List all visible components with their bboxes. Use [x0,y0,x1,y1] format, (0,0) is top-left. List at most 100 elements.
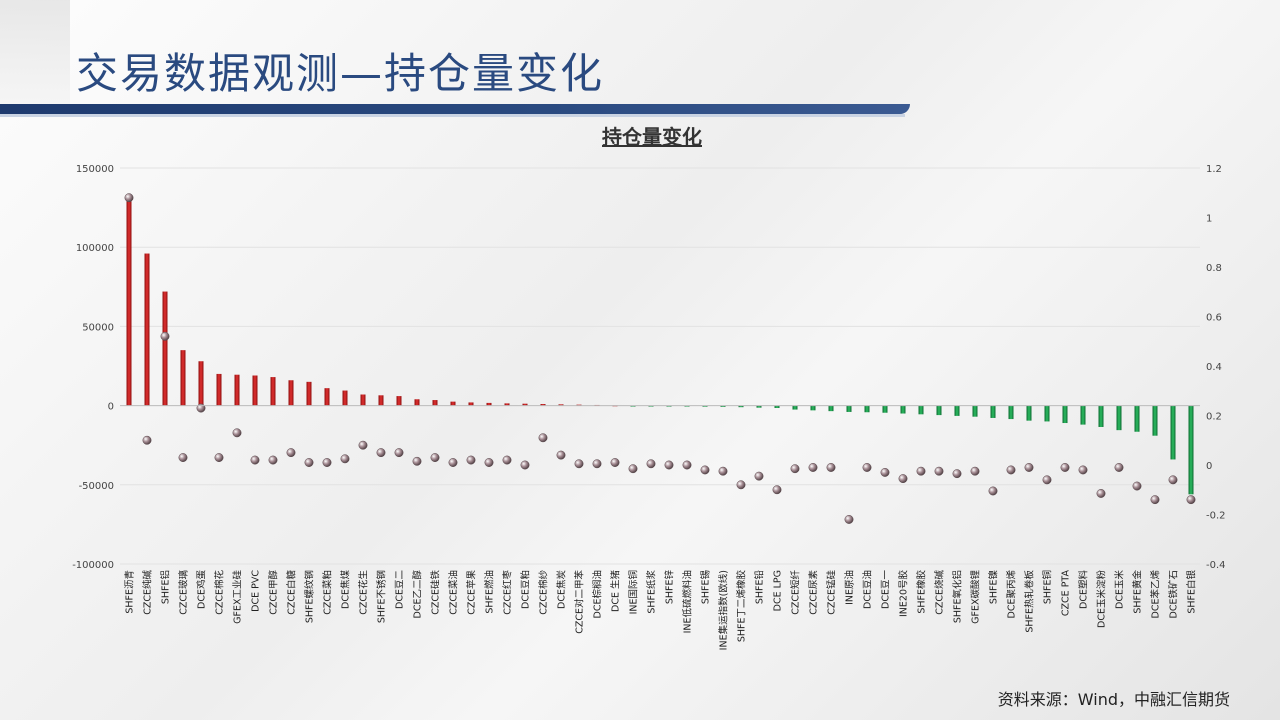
bar-increase [324,388,330,406]
left-axis-tick-label: 150000 [76,164,114,175]
category-label: SHFE燃油 [484,570,496,614]
bar-decrease [900,405,906,414]
left-axis-tick-label: 0 [108,402,114,413]
category-label: SHFE镍 [988,570,1000,605]
right-axis-tick-label: -0.2 [1206,511,1226,522]
category-label: GFEX工业硅 [232,570,244,624]
category-label: SHFE锌 [664,570,676,605]
category-label: SHFE白银 [1186,570,1198,614]
category-label: DCE豆一 [881,570,892,609]
bar-increase [234,374,240,406]
change-rate-marker [376,448,386,458]
bar-decrease [864,405,870,413]
change-rate-marker [952,469,962,479]
bar-increase [360,394,366,406]
category-label: DCE焦煤 [340,570,352,609]
category-label: CZCE烧碱 [934,570,946,615]
bar-decrease [720,405,726,407]
bar-increase [162,291,168,406]
bar-increase [558,404,564,406]
title-underline-accent [0,114,905,117]
change-rate-marker [268,455,278,465]
bar-increase [378,395,384,406]
change-rate-marker [430,453,440,463]
bar-increase [414,399,420,406]
category-label: DCE乙二醇 [412,570,424,619]
category-label: DCE豆粕 [520,570,532,609]
category-label: DCE焦炭 [556,570,568,609]
bar-decrease [1188,405,1194,495]
category-label: INE20号胶 [898,570,910,617]
change-rate-marker [1114,463,1124,472]
category-label: DCE玉米 [1114,570,1126,609]
bar-increase [450,401,456,406]
change-rate-marker [232,428,242,438]
bar-decrease [1080,405,1086,425]
category-label: DCE鸡蛋 [196,570,208,609]
right-axis-tick-label: 1 [1206,214,1212,225]
category-label: SHFE铜 [1042,570,1054,604]
change-rate-marker [394,448,404,458]
category-label: CZCE玻璃 [178,570,190,615]
change-rate-marker [340,454,350,464]
bar-decrease [990,405,996,418]
bar-increase [198,361,204,406]
right-axis-tick-label: 0.2 [1206,412,1222,423]
change-rate-marker [358,440,368,450]
change-rate-marker [538,433,548,443]
change-rate-marker [808,463,818,472]
category-label: CZCE对二甲苯 [574,570,586,634]
category-label: DCE LPG [773,570,784,611]
left-axis-tick-label: 100000 [76,243,114,254]
change-rate-marker [916,466,926,476]
change-rate-marker [682,460,692,470]
change-rate-marker [772,485,782,495]
change-rate-marker [556,450,566,460]
category-label: SHFE黄金 [1132,570,1144,614]
change-rate-marker [1132,481,1142,491]
change-rate-marker [736,480,746,490]
bar-decrease [756,405,762,408]
source-note: 资料来源：Wind，中融汇信期货 [997,690,1230,709]
category-label: CZCE菜油 [448,570,460,615]
bar-increase [144,253,150,406]
change-rate-marker [160,331,170,341]
category-label: CZCE硅铁 [430,570,442,615]
category-label: SHFE氧化铝 [952,570,964,623]
page-title: 交易数据观测—持仓量变化 [76,49,605,98]
category-label: DCE豆二 [395,570,406,609]
bar-increase [342,390,348,406]
change-rate-marker [988,486,998,496]
bar-decrease [792,405,798,410]
category-label: CZCE棉花 [214,570,226,615]
category-label: CZCE尿素 [808,570,820,615]
change-rate-marker [214,453,224,463]
category-label: SHFE螺纹钢 [304,570,316,623]
bar-increase [396,396,402,406]
bar-decrease [810,405,816,411]
bar-increase [486,402,492,406]
category-label: DCE苯乙烯 [1150,570,1162,619]
category-label: CZCE苹果 [466,570,478,615]
change-rate-marker [934,466,944,476]
category-label: SHFE铝 [160,570,172,604]
right-axis-tick-label: 0.4 [1206,362,1222,373]
change-rate-marker [646,459,656,469]
bar-decrease [1098,405,1104,427]
category-label: CZCE白糖 [286,570,298,615]
category-label: SHFE丁二烯橡胶 [736,570,748,643]
bar-increase [522,403,528,406]
decorative-header-band [0,0,70,104]
chart-title: 持仓量变化 [602,125,702,149]
category-label: CZCE纯碱 [142,570,154,615]
category-label: CZCE短纤 [790,570,802,615]
change-rate-marker [1042,475,1052,485]
change-rate-marker [1006,465,1016,475]
change-rate-marker [754,471,764,481]
bar-increase [540,404,546,406]
change-rate-marker [898,474,908,484]
left-axis-tick-label: -50000 [79,481,114,492]
bar-decrease [846,405,852,412]
change-rate-marker [970,466,980,476]
category-label: DCE聚丙烯 [1006,570,1018,619]
